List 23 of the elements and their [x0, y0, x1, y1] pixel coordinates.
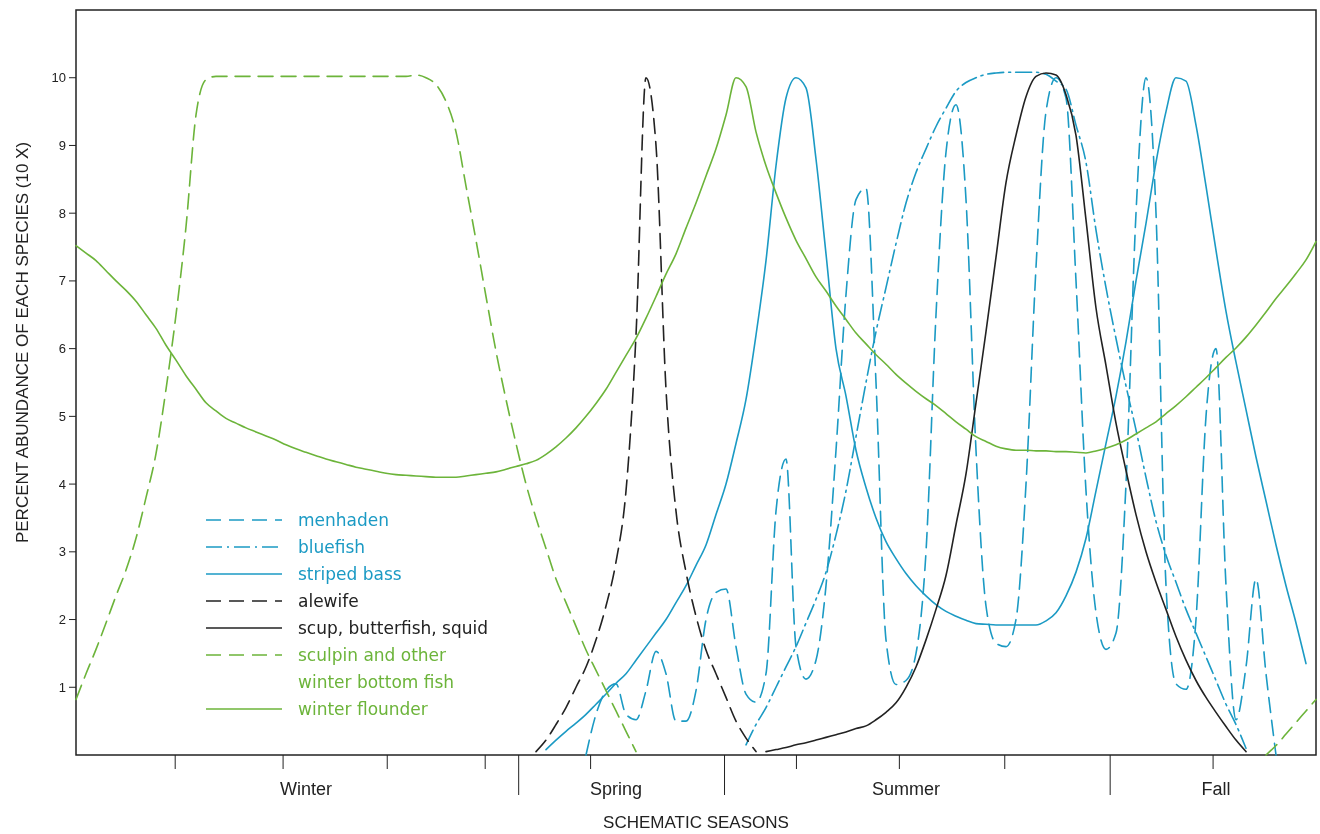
- x-tick-label: Spring: [589, 779, 643, 799]
- y-tick-label: 7: [58, 273, 66, 289]
- y-tick-label: 3: [58, 544, 66, 560]
- y-tick-label: 8: [58, 205, 66, 221]
- line-series: [535, 76, 757, 753]
- legend-label: menhaden: [298, 509, 390, 530]
- legend-label: alewife: [298, 590, 359, 611]
- x-tick-label: Summer: [871, 779, 941, 799]
- legend-label: bluefish: [298, 536, 366, 557]
- x-tick-label: Winter: [279, 779, 333, 799]
- y-tick-label: 1: [58, 679, 66, 695]
- x-axis-title: SCHEMATIC SEASONS: [603, 813, 789, 832]
- y-tick-label: 6: [58, 341, 66, 357]
- x-tick-label: Fall: [1201, 779, 1231, 799]
- y-tick-label: 2: [58, 612, 66, 628]
- y-tick-label: 5: [58, 408, 66, 424]
- legend-label: scup, butterfish, squid: [298, 617, 489, 638]
- y-tick-label: 9: [58, 138, 66, 153]
- legend-label: striped bass: [298, 563, 402, 584]
- y-tick-label: 10: [51, 70, 66, 86]
- legend-label: winter flounder: [298, 698, 428, 719]
- y-tick-label: 4: [58, 476, 66, 492]
- y-axis-title: PERCENT ABUNDANCE OF EACH SPECIES (10 X): [13, 141, 32, 544]
